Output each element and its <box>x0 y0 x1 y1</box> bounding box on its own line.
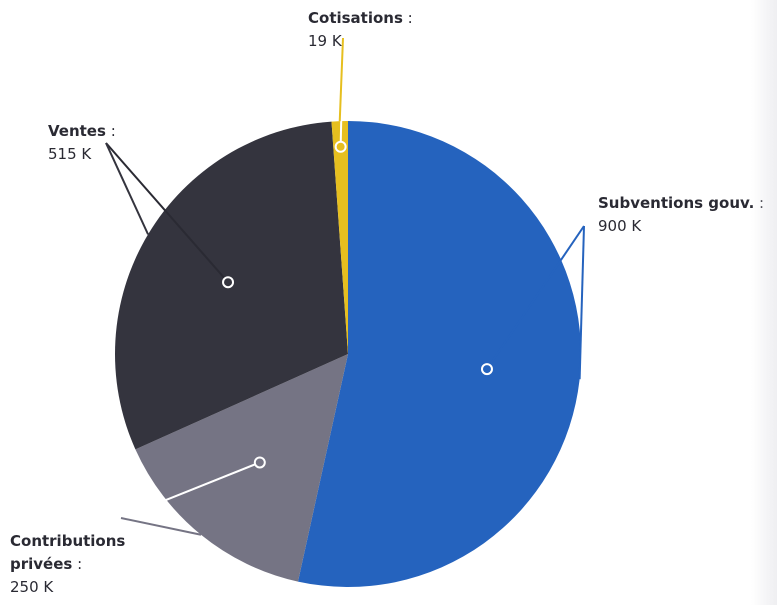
leader-dot <box>334 140 347 153</box>
label-name: Subventions gouv. <box>598 194 755 212</box>
label-separator: : <box>402 9 413 27</box>
leader-line-outer <box>338 37 344 122</box>
label-name: Ventes <box>48 122 106 140</box>
label-ventes: Ventes : 515 K <box>48 120 116 166</box>
label-contributions: Contributions privées : 250 K <box>10 530 150 599</box>
label-value: 19 K <box>308 32 342 50</box>
pie-slice-subventions-gouv <box>297 121 581 587</box>
leader-line <box>120 461 261 519</box>
label-value: 250 K <box>10 578 54 596</box>
label-value: 515 K <box>48 145 92 163</box>
leader-line-outer <box>578 225 585 380</box>
pie-slice-cotisations <box>331 121 348 354</box>
label-separator: : <box>72 555 83 573</box>
label-separator: : <box>105 122 116 140</box>
leader-dot <box>480 363 493 376</box>
label-name: Cotisations <box>308 9 403 27</box>
label-subventions: Subventions gouv. : 900 K <box>598 192 764 238</box>
label-value: 900 K <box>598 217 642 235</box>
leader-line-outer <box>120 517 202 536</box>
label-name: Contributions privées <box>10 532 126 573</box>
pie-slice-contributions-priv-es <box>135 354 348 582</box>
side-panel-edge <box>751 0 777 605</box>
leader-line <box>105 142 229 283</box>
label-cotisations: Cotisations : 19 K <box>308 7 413 53</box>
leader-dot <box>222 276 235 289</box>
leader-dot <box>253 456 266 469</box>
leader-line-outer <box>105 142 149 235</box>
leader-line <box>486 225 585 370</box>
